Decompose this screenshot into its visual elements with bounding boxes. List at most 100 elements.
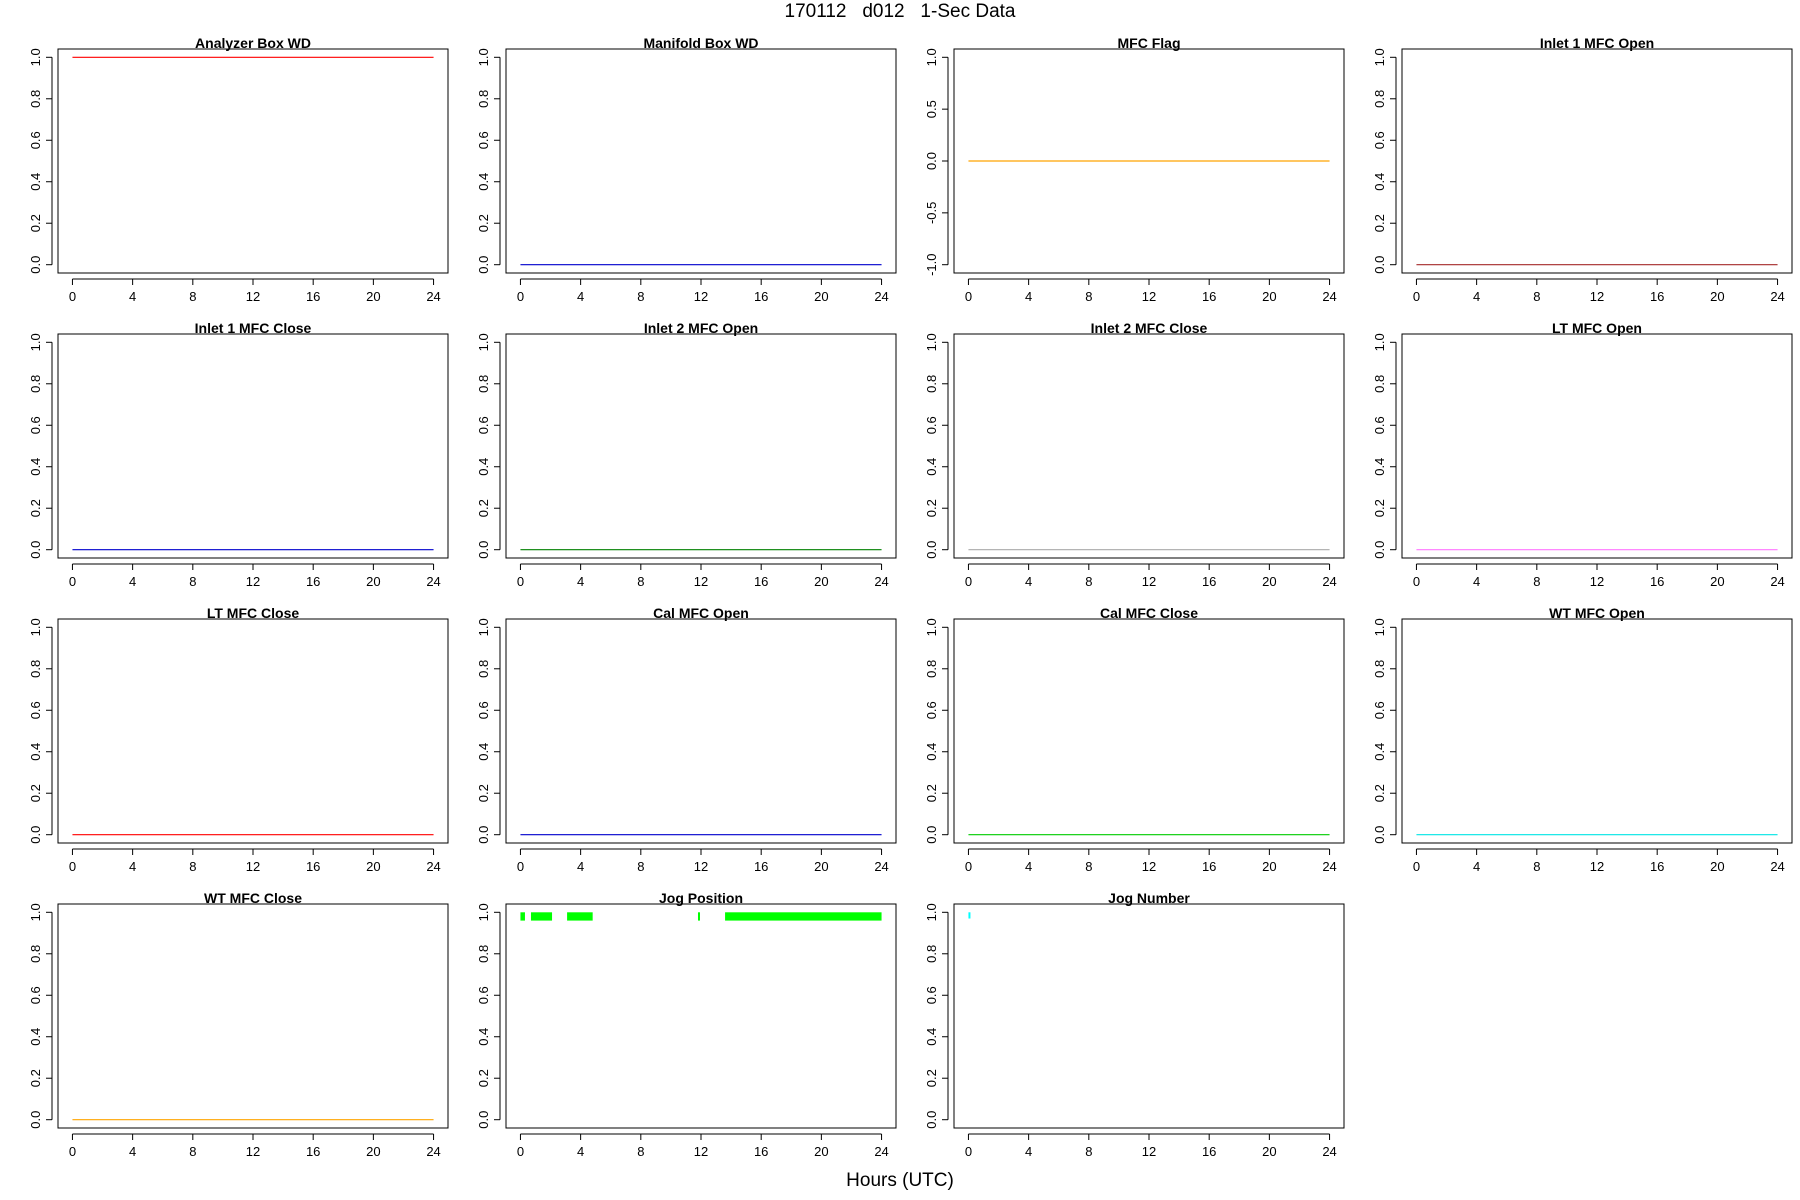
x-tick-label: 8 [1085,859,1092,874]
chart-panel: MFC Flag 0 4 8 12 16 20 24 -1.0 -0.5 0.0 0.5 1.0 [924,35,1345,304]
y-tick-label: 0.8 [28,660,43,678]
y-tick-label: 0.4 [924,1028,939,1046]
chart-panel: Inlet 2 MFC Close 0 4 8 12 16 20 24 0.0 0.2 0.4 0.6… [924,320,1345,589]
y-tick-label: 1.0 [476,48,491,66]
y-tick-label: 0.8 [1372,375,1387,393]
y-tick-label: 0.0 [924,152,939,170]
x-tick-label: 4 [1025,574,1032,589]
x-tick-label: 8 [189,574,196,589]
y-tick-label: 0.0 [28,1111,43,1129]
panel-title: Manifold Box WD [643,35,758,51]
x-tick-label: 4 [129,289,136,304]
x-tick-label: 8 [1533,574,1540,589]
x-tick-label: 8 [189,1144,196,1159]
x-tick-label: 4 [1473,574,1480,589]
x-tick-label: 20 [1262,574,1276,589]
y-tick-label: 0.6 [28,416,43,434]
y-tick-label: 1.0 [924,333,939,351]
x-tick-label: 8 [1533,859,1540,874]
x-tick-label: 16 [1650,859,1664,874]
y-tick-label: 0.8 [924,945,939,963]
y-tick-label: 0.6 [476,131,491,149]
panel-title: LT MFC Open [1552,320,1642,336]
y-tick-label: -1.0 [924,254,939,276]
x-tick-label: 4 [577,574,584,589]
chart-panel: LT MFC Open 0 4 8 12 16 20 24 0.0 0.2 0.4 0.6 0.8 1.0 [1372,320,1793,589]
y-tick-label: 0.8 [476,90,491,108]
data-band [725,912,882,921]
y-tick-label: 0.6 [1372,131,1387,149]
x-axis-label: Hours (UTC) [846,1170,954,1191]
y-tick-label: 0.6 [1372,701,1387,719]
y-tick-label: 0.6 [924,701,939,719]
y-tick-label: 0.0 [476,541,491,559]
x-tick-label: 24 [426,859,440,874]
x-tick-label: 12 [246,289,260,304]
y-tick-label: 1.0 [1372,618,1387,636]
x-tick-label: 16 [754,859,768,874]
y-tick-label: 1.0 [924,618,939,636]
y-tick-label: 0.5 [924,100,939,118]
y-tick-label: 0.0 [28,256,43,274]
x-tick-label: 20 [1262,289,1276,304]
plot-frame [1401,48,1793,274]
x-tick-label: 8 [637,574,644,589]
y-tick-label: 0.6 [476,416,491,434]
x-tick-label: 20 [366,1144,380,1159]
plot-frame [57,48,449,274]
x-tick-label: 0 [69,859,76,874]
y-tick-label: 1.0 [924,903,939,921]
chart-panel: Inlet 2 MFC Open 0 4 8 12 16 20 24 0.0 0.2 0.4 0.6 0… [476,320,897,589]
x-tick-label: 16 [306,574,320,589]
y-tick-label: 0.8 [476,375,491,393]
x-tick-label: 12 [246,859,260,874]
y-tick-label: 0.0 [924,1111,939,1129]
x-tick-label: 24 [1322,859,1336,874]
plot-frame [1401,618,1793,844]
x-tick-label: 0 [965,859,972,874]
y-tick-label: 0.0 [924,826,939,844]
x-tick-label: 4 [129,574,136,589]
x-tick-label: 16 [306,859,320,874]
x-tick-label: 0 [69,1144,76,1159]
y-tick-label: 0.6 [924,416,939,434]
y-tick-label: 0.6 [476,701,491,719]
panel-title: MFC Flag [1118,35,1181,51]
plot-frame [57,618,449,844]
y-tick-label: 1.0 [476,618,491,636]
y-tick-label: 0.8 [28,90,43,108]
y-tick-label: 1.0 [28,618,43,636]
chart-panel: WT MFC Close 0 4 8 12 16 20 24 0.0 0.2 0.4 0.6 0.8 1.… [28,890,449,1159]
x-tick-label: 20 [1262,1144,1276,1159]
y-tick-label: 0.2 [1372,784,1387,802]
x-tick-label: 24 [874,859,888,874]
x-tick-label: 0 [517,1144,524,1159]
x-tick-label: 16 [1202,1144,1216,1159]
plot-frame [505,333,897,559]
x-tick-label: 24 [1322,1144,1336,1159]
x-tick-label: 20 [1710,289,1724,304]
x-tick-label: 8 [189,289,196,304]
y-tick-label: 0.4 [924,743,939,761]
x-tick-label: 12 [694,289,708,304]
x-tick-label: 12 [1590,289,1604,304]
x-tick-label: 16 [1202,289,1216,304]
y-tick-label: 0.2 [28,214,43,232]
x-tick-label: 12 [1590,574,1604,589]
x-tick-label: 4 [577,859,584,874]
y-tick-label: 0.2 [1372,499,1387,517]
x-tick-label: 8 [637,859,644,874]
panel-title: Jog Number [1108,890,1190,906]
plot-frame [953,903,1345,1129]
x-tick-label: 16 [754,574,768,589]
y-tick-label: 0.2 [924,499,939,517]
x-tick-label: 12 [1142,859,1156,874]
panel-title: Analyzer Box WD [195,35,311,51]
y-tick-label: 1.0 [924,48,939,66]
plot-frame [505,48,897,274]
x-tick-label: 0 [1413,859,1420,874]
x-tick-label: 24 [1770,289,1784,304]
y-tick-label: 0.6 [476,986,491,1004]
y-tick-label: 0.4 [476,1028,491,1046]
y-tick-label: 0.4 [924,458,939,476]
